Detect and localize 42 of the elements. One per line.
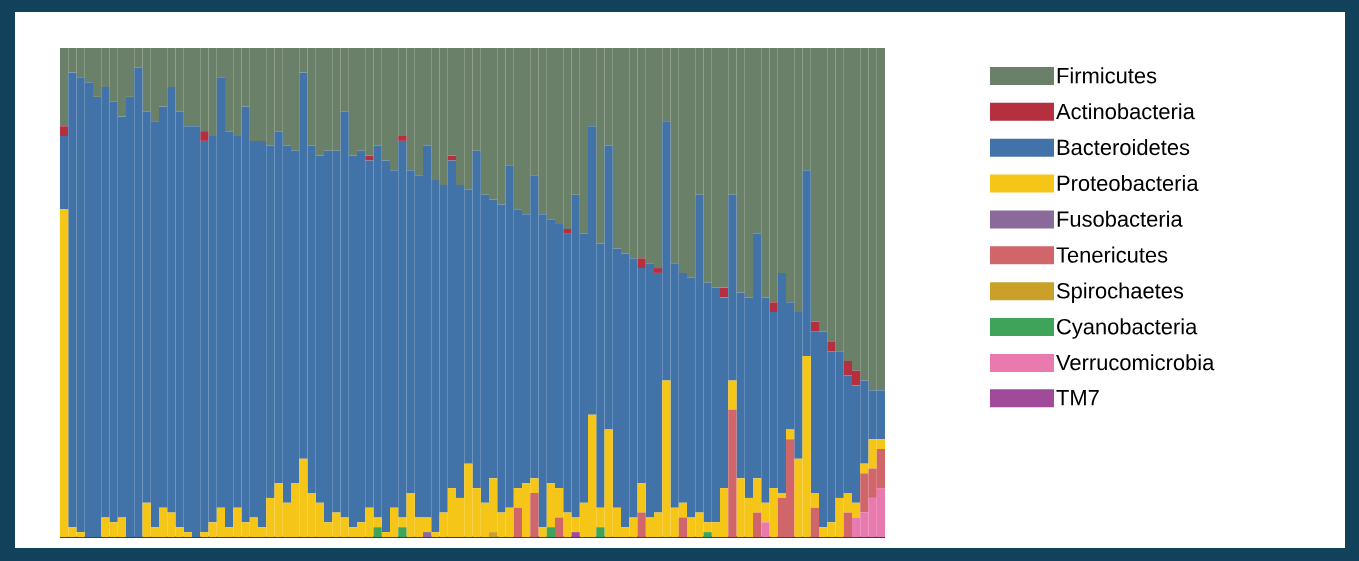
bar — [827, 341, 836, 352]
bar — [703, 532, 712, 537]
bar — [398, 527, 407, 537]
bar — [637, 483, 646, 513]
bar — [538, 527, 547, 537]
bar — [810, 507, 820, 537]
bar — [843, 512, 853, 537]
bar — [761, 522, 770, 537]
legend-label: Verrucomicrobia — [1056, 354, 1215, 371]
legend-label: Cyanobacteria — [1057, 318, 1198, 339]
bar — [423, 532, 432, 537]
bar — [513, 507, 523, 537]
bar — [365, 155, 374, 161]
bar — [753, 512, 762, 537]
legend-label: Bacteroidetes — [1057, 139, 1190, 156]
legend-label: Firmicutes — [1057, 67, 1157, 84]
bar — [654, 268, 663, 273]
bar — [398, 136, 407, 141]
bar — [810, 321, 820, 332]
bar — [769, 302, 778, 313]
bar — [637, 512, 646, 537]
bar — [530, 492, 539, 537]
legend-label: Proteobacteria — [1057, 174, 1199, 191]
bar — [728, 380, 737, 410]
bar — [571, 532, 580, 537]
bar — [489, 532, 498, 537]
bar — [373, 527, 382, 537]
bar — [637, 258, 646, 269]
bar — [200, 131, 209, 141]
bar — [563, 228, 572, 234]
bar — [555, 517, 564, 537]
legend-label: TM7 — [1056, 390, 1099, 406]
legend-label: Tenericutes — [1056, 246, 1168, 263]
bar — [596, 527, 605, 537]
bar — [546, 527, 556, 537]
legend-label: Actinobacteria — [1056, 103, 1195, 120]
bar — [728, 409, 737, 537]
bar — [786, 429, 795, 440]
bar — [678, 517, 688, 537]
legend-label: Fusobacteria — [1057, 210, 1183, 227]
bar — [60, 126, 69, 137]
legend-label: Spirochaetes — [1056, 282, 1184, 303]
